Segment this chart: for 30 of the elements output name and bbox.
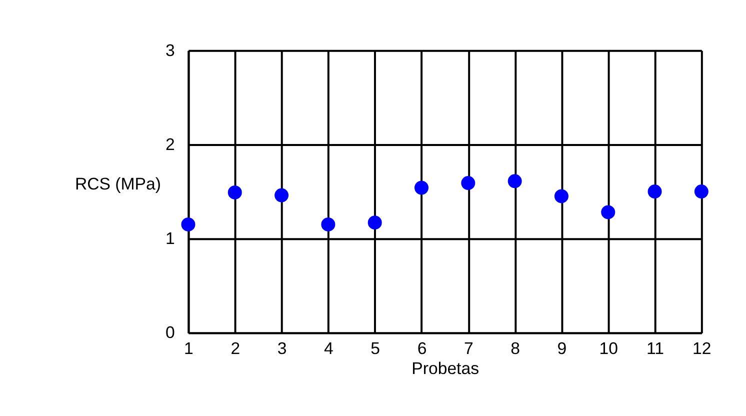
- x-tick-label: 10: [599, 339, 618, 358]
- x-axis-title: Probetas: [412, 358, 479, 378]
- y-tick-label: 2: [166, 134, 175, 154]
- x-tick-label: 12: [692, 339, 712, 358]
- y-tick-label: 0: [166, 323, 175, 342]
- x-tick-label: 8: [510, 339, 520, 358]
- point: [461, 176, 476, 190]
- x-tick-label: 4: [324, 339, 334, 358]
- y-tick-label: 3: [166, 40, 175, 60]
- point: [228, 185, 242, 200]
- point: [368, 216, 382, 230]
- point: [181, 217, 196, 232]
- x-tick-label: 7: [464, 339, 474, 358]
- x-tick-label: 3: [277, 339, 287, 358]
- x-tick-label: 2: [230, 339, 240, 358]
- x-tick-label: 5: [370, 339, 380, 358]
- point: [694, 184, 708, 199]
- point: [601, 205, 616, 220]
- y-tick-label: 1: [166, 229, 175, 248]
- point: [321, 217, 336, 232]
- point: [274, 188, 289, 202]
- x-tick-label: 1: [184, 339, 194, 358]
- point: [554, 189, 568, 204]
- point: [414, 180, 429, 195]
- x-tick-label: 6: [417, 339, 427, 358]
- y-axis-title: RCS (MPa): [74, 174, 161, 194]
- point: [648, 184, 662, 199]
- point: [508, 174, 522, 188]
- x-tick-label: 9: [557, 339, 567, 358]
- x-tick-label: 11: [646, 339, 664, 358]
